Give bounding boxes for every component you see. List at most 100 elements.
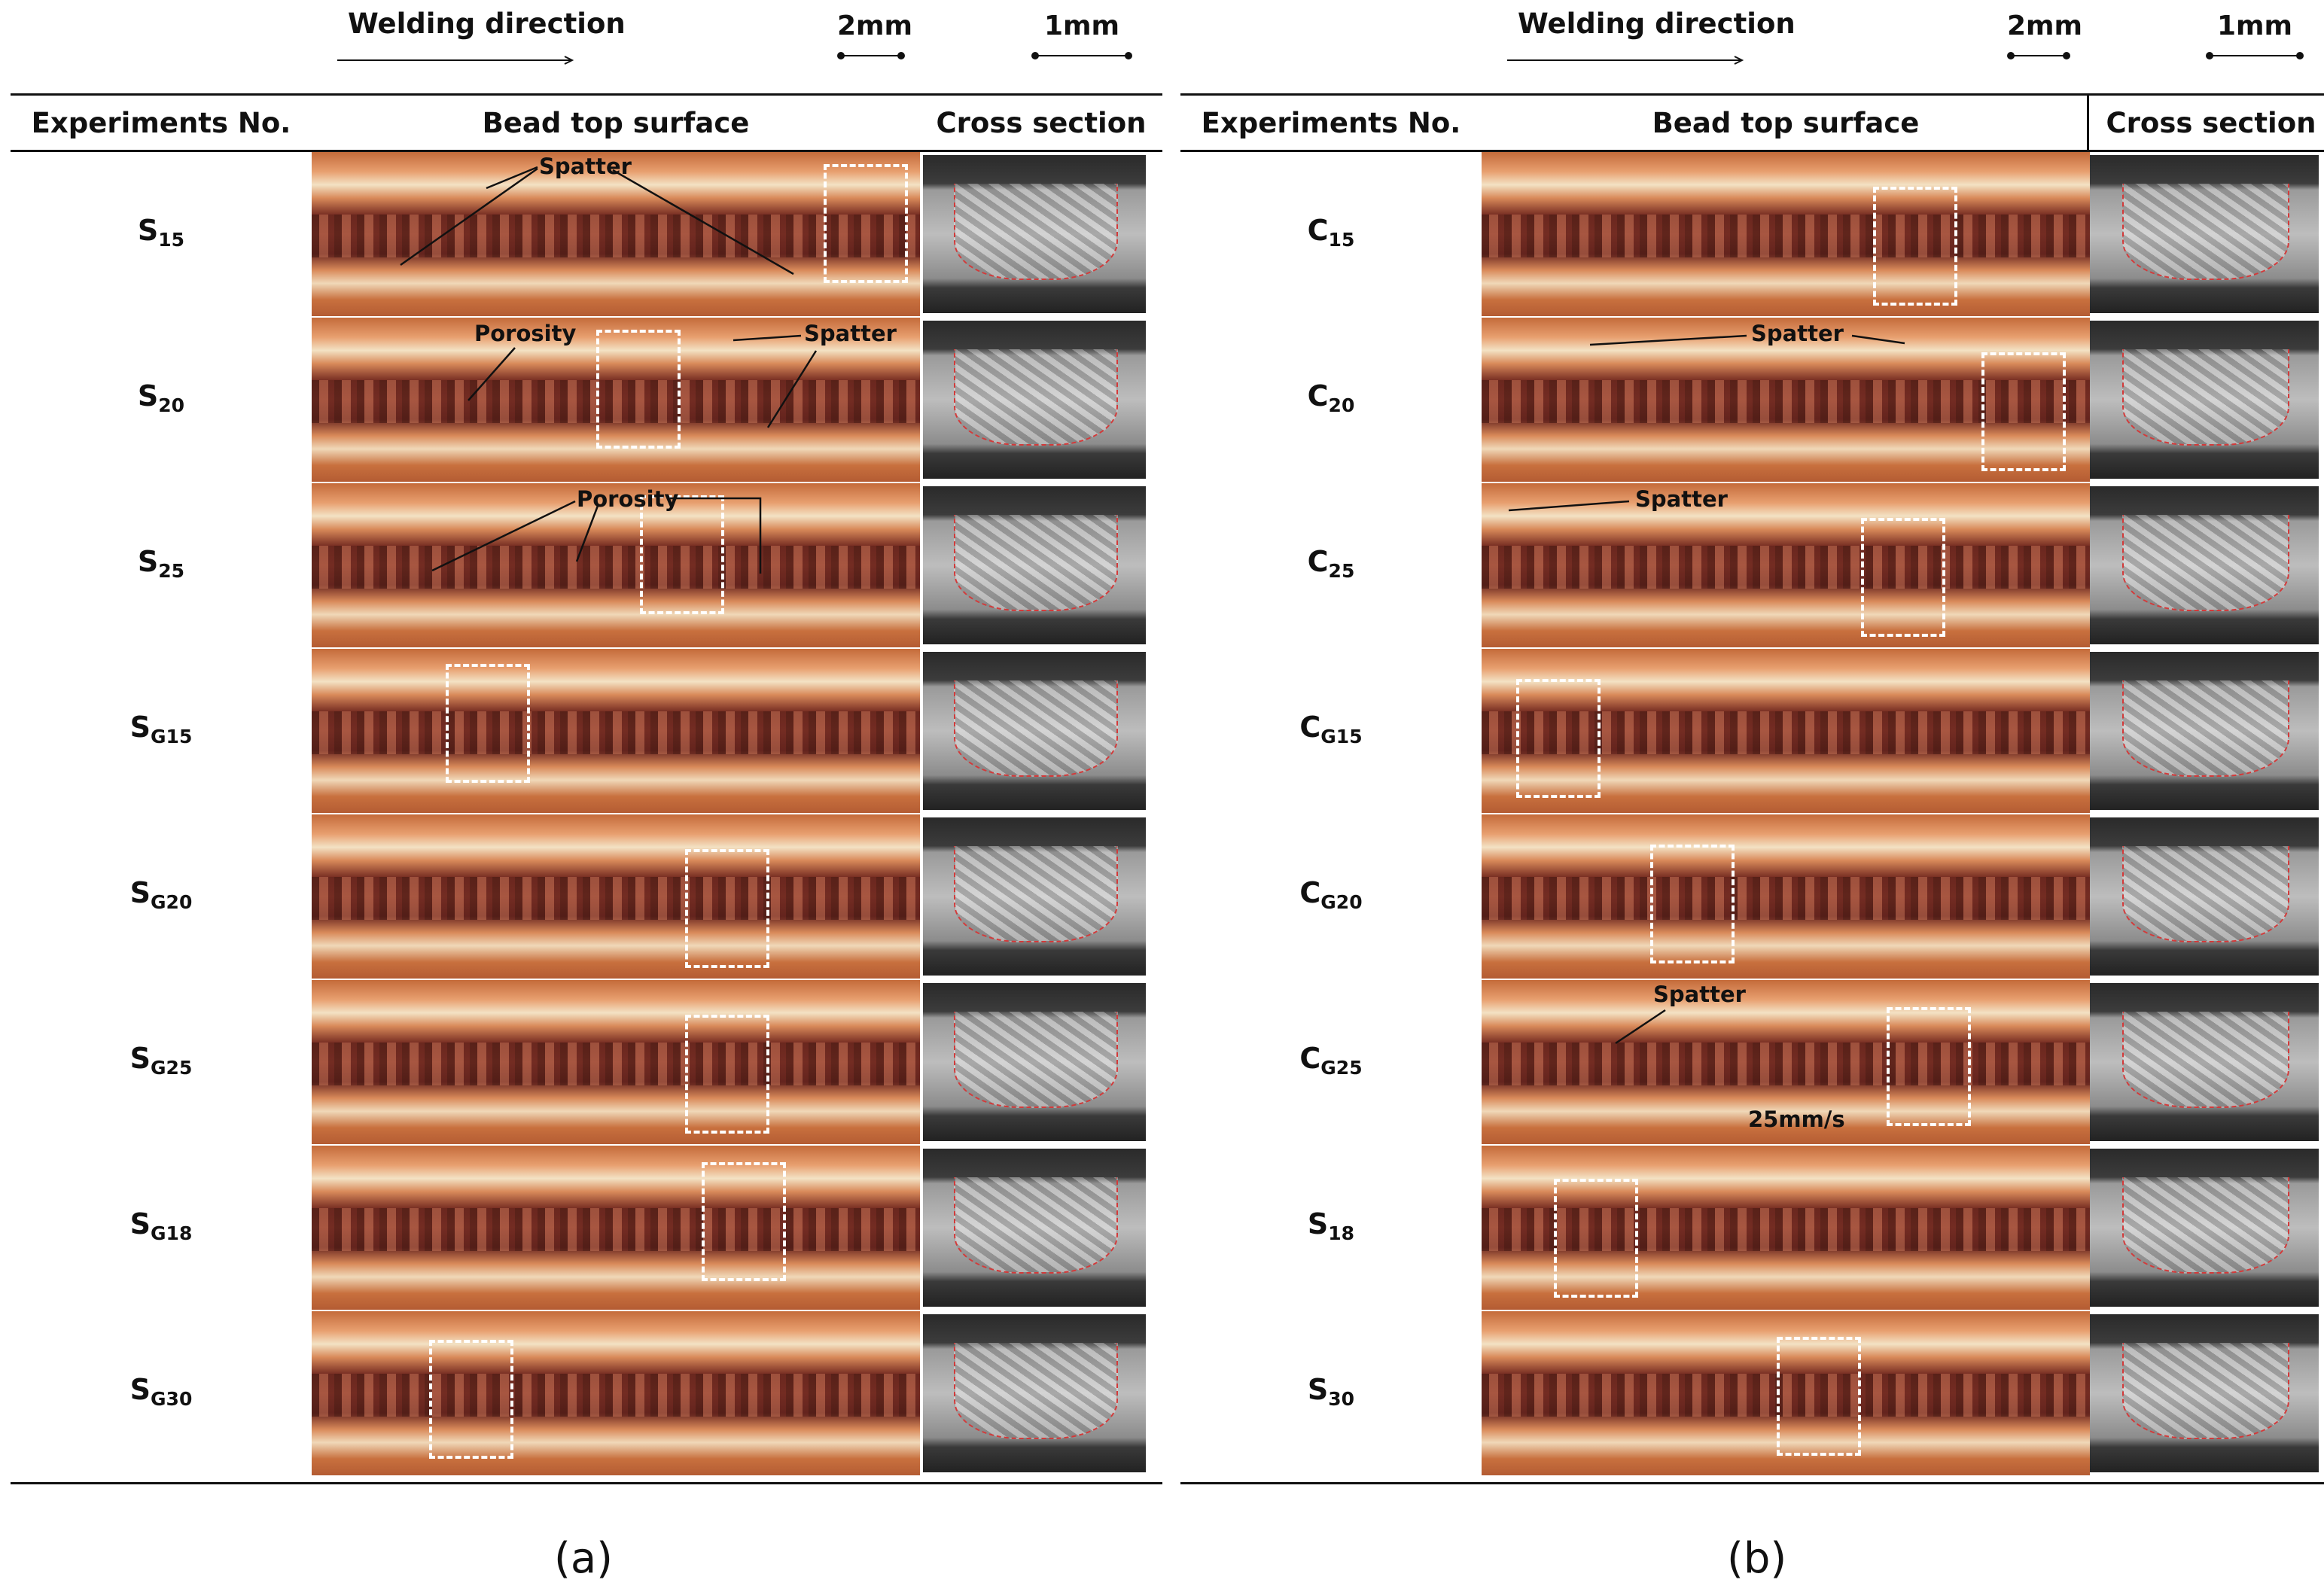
annotation-spatter: Spatter: [1635, 486, 1728, 512]
fusion-zone: [2121, 183, 2290, 280]
table-rule-bottom: [1180, 1482, 2324, 1484]
fusion-zone: [2121, 1176, 2290, 1274]
cross-section-image: [923, 652, 1146, 810]
scale-bar-line: [2206, 52, 2304, 59]
cross-section-image: [2090, 817, 2319, 976]
fusion-zone: [954, 514, 1118, 611]
cross-section-image: [923, 1149, 1146, 1307]
annotation-spatter: Spatter: [539, 154, 632, 179]
bead-image: [312, 1311, 920, 1475]
cross-section-image: [923, 1314, 1146, 1472]
table-row: CG15: [1180, 649, 2324, 814]
annotation-spatter: Spatter: [1751, 321, 1844, 346]
cross-section-image: [923, 983, 1146, 1141]
roi-box: [1861, 518, 1945, 637]
experiment-label: C25: [1307, 545, 1355, 582]
bead-image: [312, 814, 920, 979]
table-row: SG25: [11, 980, 1162, 1146]
experiment-label: C20: [1307, 379, 1355, 416]
fusion-zone: [2121, 680, 2290, 777]
fusion-zone: [2121, 1342, 2290, 1439]
table-row: S18: [1180, 1146, 2324, 1311]
annotation-spatter: Spatter: [1653, 982, 1746, 1007]
table-rule-top: [11, 93, 1162, 96]
cross-section-image: [2090, 155, 2319, 313]
bead-image: Spatter: [1482, 318, 2090, 482]
scale-bar-1mm: 1mm: [1031, 11, 1132, 59]
annotation-arrows-icon: [1508, 500, 1630, 512]
table-rule-top: [1180, 93, 2324, 96]
panel-a: Welding direction 2mm 1mm Experiments No…: [11, 0, 1162, 1592]
roi-box: [1650, 845, 1735, 963]
header-experiments: Experiments No.: [1201, 107, 1461, 139]
experiment-label: S25: [137, 545, 185, 582]
bead-image: [1482, 152, 2090, 316]
cross-section-header-box: [2087, 93, 2324, 152]
results-table-a: Experiments No. Bead top surface Cross s…: [11, 93, 1162, 1484]
annotation-arrows-icon: [1589, 334, 1905, 346]
bead-image: Spatter 25mm/s: [1482, 980, 2090, 1144]
table-row: SG18: [11, 1146, 1162, 1311]
speed-label: 25mm/s: [1748, 1106, 1845, 1132]
table-row: C20 Spatter: [1180, 318, 2324, 483]
table-rule-header: [11, 150, 1162, 152]
experiment-label: S18: [1307, 1207, 1355, 1244]
roi-box: [1777, 1337, 1861, 1456]
cross-section-image: [2090, 321, 2319, 479]
roi-box: [1873, 187, 1957, 306]
scale-bar-2mm: 2mm: [837, 11, 913, 59]
bead-image: [312, 649, 920, 813]
annotation-arrows-icon: [468, 334, 818, 428]
bead-image: Porosity: [312, 483, 920, 647]
welding-direction-arrow-icon: [1507, 56, 1744, 65]
bead-image: [312, 1146, 920, 1310]
header-cross-section: Cross section: [936, 107, 1147, 139]
fusion-zone: [2121, 1011, 2290, 1108]
fusion-zone: [2121, 349, 2290, 446]
experiment-label: CG25: [1299, 1042, 1363, 1079]
fusion-zone: [2121, 845, 2290, 942]
cross-section-image: [2090, 1314, 2319, 1472]
fusion-zone: [954, 349, 1118, 446]
experiment-label: S20: [137, 379, 185, 416]
header-bead-surface: Bead top surface: [482, 107, 750, 139]
welding-direction-label: Welding direction: [1518, 8, 1796, 40]
fusion-zone: [954, 183, 1118, 280]
experiment-label: SG20: [129, 876, 193, 913]
scale-label-1mm: 1mm: [1043, 11, 1120, 41]
table-rule-header: [1180, 150, 2324, 152]
roi-box: [685, 1015, 769, 1134]
cross-section-image: [2090, 486, 2319, 644]
cross-section-image: [923, 155, 1146, 313]
table-row: S25 Porosity: [11, 483, 1162, 649]
panel-b: Welding direction 2mm 1mm Experiments No…: [1180, 0, 2324, 1592]
scale-label-2mm: 2mm: [837, 11, 913, 41]
roi-box: [824, 164, 908, 283]
experiment-label: C15: [1307, 214, 1355, 251]
experiment-label: SG18: [129, 1207, 193, 1244]
panel-caption: (b): [1727, 1534, 1787, 1583]
scale-label-1mm: 1mm: [2216, 11, 2293, 41]
table-rows: C15 C20 Spatter: [1180, 152, 2324, 1482]
table-row: SG30: [11, 1311, 1162, 1477]
bead-image: Spatter: [1482, 483, 2090, 647]
scale-label-2mm: 2mm: [2007, 11, 2083, 41]
scale-bar-line: [2007, 52, 2070, 59]
roi-box: [685, 849, 769, 968]
table-row: C15: [1180, 152, 2324, 318]
experiment-label: S30: [1307, 1373, 1355, 1410]
table-row: S20 Porosity Spatter: [11, 318, 1162, 483]
roi-box: [446, 664, 530, 783]
scale-bar-line: [837, 52, 905, 59]
cross-section-image: [2090, 652, 2319, 810]
roi-box: [596, 330, 681, 449]
experiment-label: CG15: [1299, 711, 1363, 747]
table-rows: S15 Spatter S20 Porosity: [11, 152, 1162, 1482]
fusion-zone: [954, 1011, 1118, 1108]
bead-image: [1482, 1311, 2090, 1475]
bead-image: [1482, 649, 2090, 813]
cross-section-image: [923, 817, 1146, 976]
table-row: S30: [1180, 1311, 2324, 1477]
roi-box: [702, 1162, 786, 1281]
table-row: SG15: [11, 649, 1162, 814]
